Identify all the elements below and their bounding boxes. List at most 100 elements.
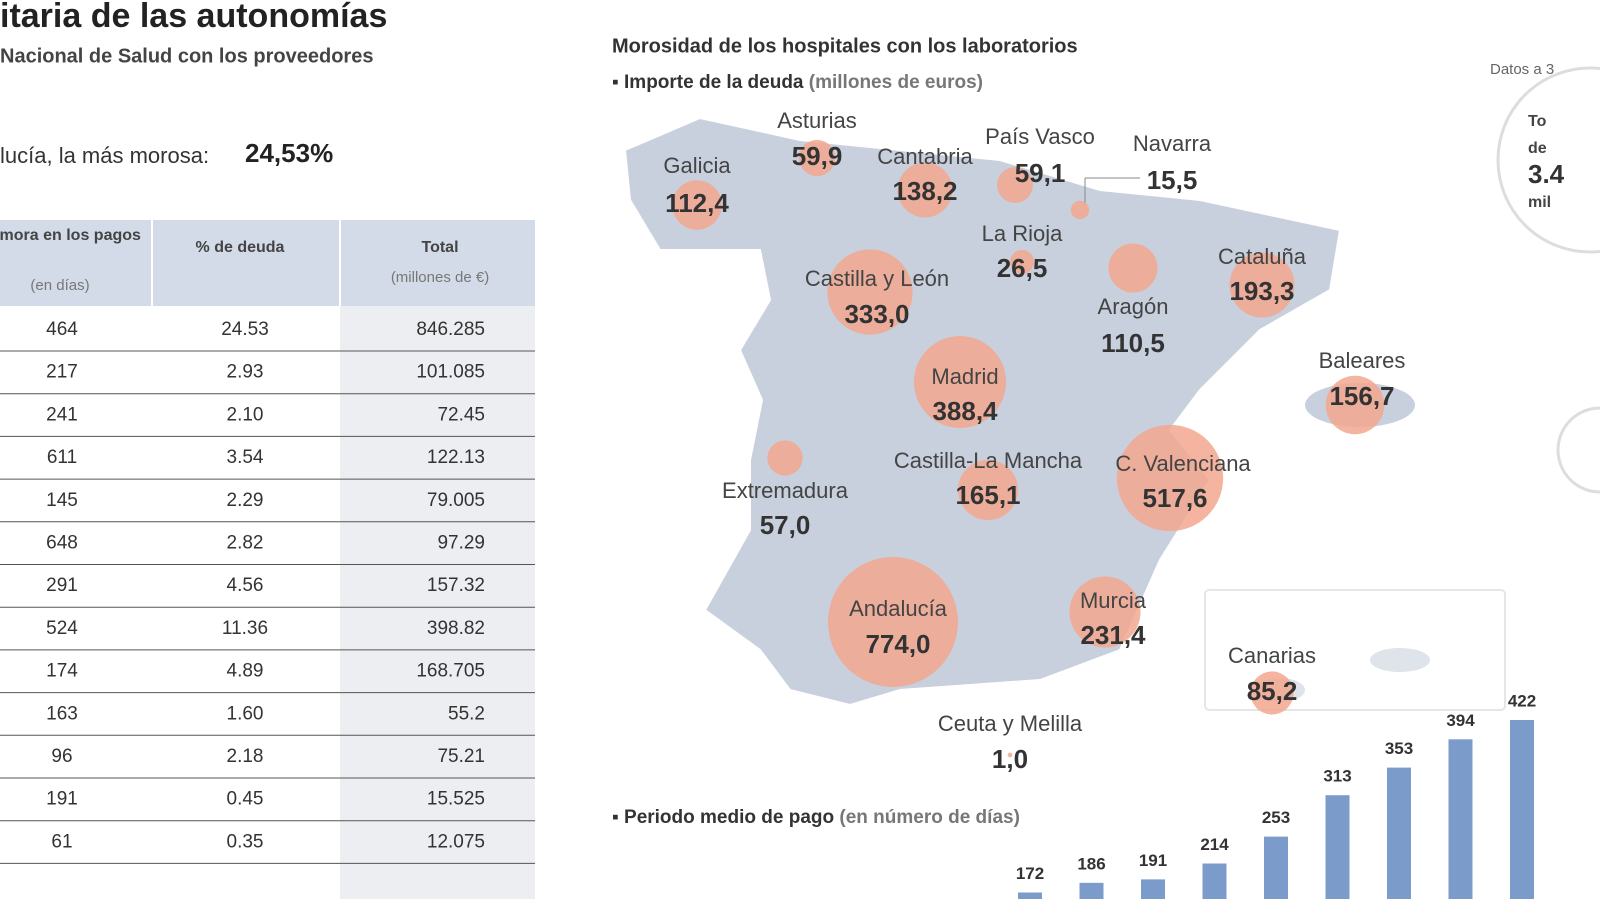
region-name: Baleares — [1319, 348, 1406, 373]
region-value: 1,0 — [992, 744, 1028, 774]
bar-label: 422 — [1508, 691, 1536, 710]
total-box-text: de — [1528, 140, 1547, 157]
bubble — [1007, 752, 1013, 758]
bar-unit: (en número de días) — [839, 807, 1020, 828]
table-cell: 0.45 — [227, 789, 264, 810]
total-box-text: mil — [1528, 194, 1551, 211]
region-value: 774,0 — [865, 629, 930, 659]
table-cell: 11.36 — [222, 618, 268, 639]
map-unit: (millones de euros) — [809, 72, 983, 93]
region-value: 59,9 — [792, 141, 843, 171]
bubble — [798, 139, 836, 177]
table-header-unit: (millones de €) — [391, 269, 489, 286]
bar — [1325, 795, 1350, 899]
bar-label: 214 — [1200, 835, 1229, 854]
subtitle: Nacional de Salud con los proveedores — [0, 45, 373, 67]
table-cell: 96 — [51, 746, 72, 767]
table-cell: 4.89 — [227, 661, 264, 682]
bar — [1387, 767, 1411, 899]
region-value: 231,4 — [1080, 620, 1146, 650]
bubble — [672, 180, 722, 230]
table-cell: 2.10 — [227, 404, 264, 425]
canarias-box — [1204, 589, 1506, 711]
table-cell: 3.54 — [227, 447, 264, 468]
bar — [1202, 863, 1227, 899]
bar — [1264, 836, 1288, 899]
region-value: 85,2 — [1247, 676, 1298, 706]
bubble — [957, 459, 1019, 521]
table-cell: 2.93 — [227, 362, 264, 383]
table-cell: 2.18 — [227, 746, 264, 767]
table-cell: 75.21 — [437, 746, 485, 767]
table-header-bg — [0, 220, 535, 306]
region-name: Andalucía — [849, 596, 948, 621]
table-cell: 4.56 — [227, 575, 264, 596]
region-name: Aragón — [1098, 294, 1169, 319]
table-cell: 1.60 — [227, 703, 264, 724]
table-cell: 241 — [46, 404, 78, 425]
table-cell: 524 — [46, 618, 78, 639]
table-cell: 24.53 — [221, 319, 269, 340]
region-name: Navarra — [1133, 131, 1212, 156]
table-cell: 101.085 — [416, 362, 485, 383]
region-name: Castilla y León — [805, 266, 949, 291]
bubble — [913, 335, 1007, 429]
title: itaria de las autonomías — [0, 0, 387, 35]
bubble — [767, 440, 803, 476]
bar-subtitle: ▪ Periodo medio de pago (en número de dí… — [612, 807, 1020, 828]
bar — [1018, 892, 1042, 899]
bubble — [1116, 424, 1224, 532]
bar-label: 186 — [1077, 854, 1105, 873]
region-value: 333,0 — [844, 299, 909, 329]
table-header: Demora en los pagos — [0, 227, 141, 244]
table-cell: 15.525 — [427, 789, 485, 810]
table-header-unit: (en días) — [30, 277, 89, 294]
table-cell: 398.82 — [427, 618, 485, 639]
bar-label: 253 — [1262, 808, 1290, 827]
region-value: 110,5 — [1101, 328, 1165, 358]
bubble — [1070, 200, 1090, 220]
region-name: Castilla-La Mancha — [894, 448, 1083, 473]
bubble — [1009, 249, 1035, 275]
region-value: 517,6 — [1142, 483, 1207, 513]
region-name: C. Valenciana — [1115, 451, 1251, 476]
bar-label: 313 — [1323, 767, 1351, 786]
table-cell: 97.29 — [437, 533, 485, 554]
bubble — [997, 167, 1033, 203]
bubble — [1229, 252, 1295, 318]
bar — [1141, 879, 1165, 899]
bubble — [1069, 576, 1141, 648]
region-name: La Rioja — [982, 221, 1063, 246]
table-cell: 163 — [46, 703, 78, 724]
bar-title: Periodo medio de pago — [624, 807, 834, 828]
highlight-value: 24,53% — [245, 138, 333, 168]
region-name: Ceuta y Melilla — [938, 711, 1083, 736]
region-value: 57,0 — [760, 510, 811, 540]
table-cell: 291 — [46, 575, 78, 596]
region-name: Cantabria — [877, 144, 973, 169]
map-subtitle-text: Importe de la deuda — [624, 72, 804, 93]
region-value: 26,5 — [997, 253, 1048, 283]
region-name: Cataluña — [1218, 244, 1307, 269]
table-cell: 12.075 — [427, 831, 485, 852]
region-name: Asturias — [777, 108, 856, 133]
region-value: 165,1 — [955, 480, 1020, 510]
total-box-text: To — [1528, 113, 1547, 130]
region-value: 388,4 — [932, 396, 998, 426]
bar-label: 172 — [1016, 864, 1044, 883]
table-cell: 55.2 — [448, 703, 485, 724]
bar — [1079, 882, 1104, 899]
region-name: País Vasco — [985, 124, 1095, 149]
table-cell: 611 — [47, 447, 77, 468]
table-cell: 2.29 — [227, 490, 264, 511]
region-name: Galicia — [663, 153, 731, 178]
map-title: Morosidad de los hospitales con los labo… — [612, 35, 1078, 57]
bubble — [1325, 375, 1385, 435]
table-cell: 174 — [46, 661, 78, 682]
table-cell: 61 — [51, 831, 72, 852]
bar — [1448, 739, 1473, 899]
bar-label: 191 — [1139, 851, 1167, 870]
total-box-text: 3.4 — [1528, 159, 1565, 189]
table-cell: 846.285 — [416, 319, 485, 340]
